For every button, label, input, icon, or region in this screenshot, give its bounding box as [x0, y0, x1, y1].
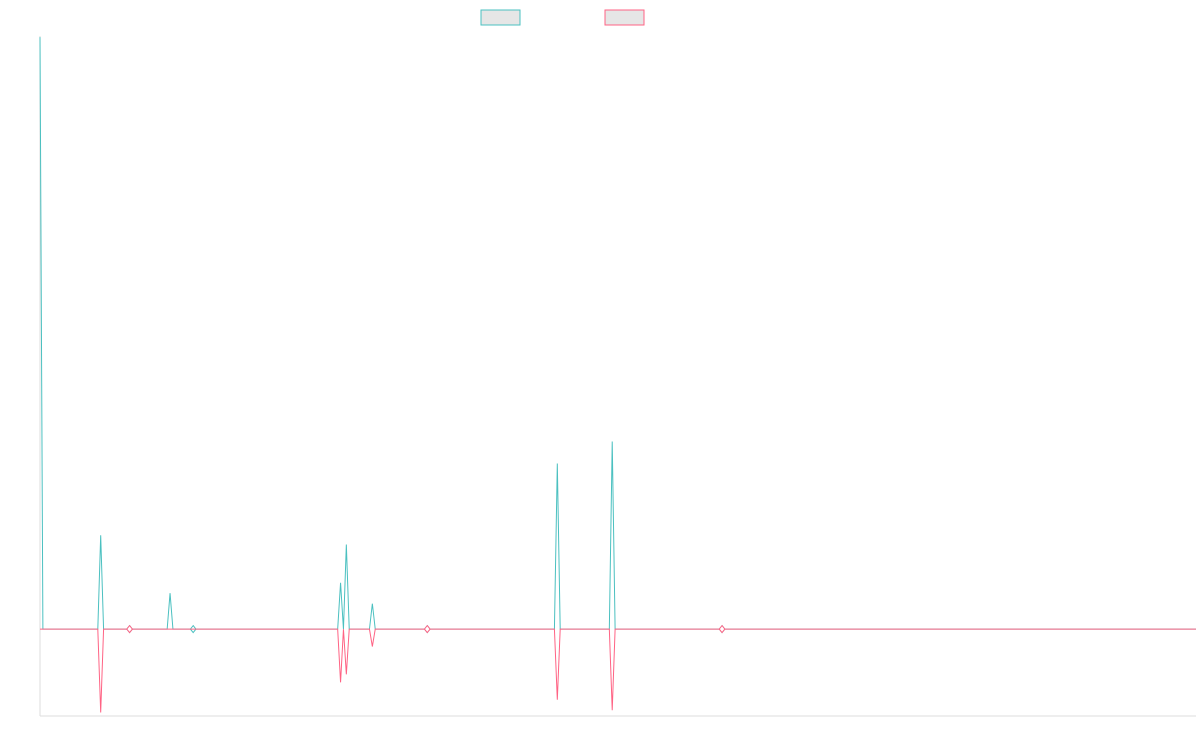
legend-swatch-2[interactable] — [604, 9, 645, 26]
series-line-2 — [40, 628, 1196, 713]
series-2-marker-3[interactable] — [718, 624, 726, 634]
series-line-1 — [39, 37, 1196, 630]
legend — [480, 9, 645, 26]
series-2-marker-1[interactable] — [126, 624, 134, 634]
axes — [39, 36, 1196, 717]
series-1 — [39, 37, 1196, 634]
series-2 — [40, 624, 1196, 713]
series-layer — [39, 37, 1196, 713]
legend-swatch-1[interactable] — [480, 9, 521, 26]
series-2-marker-2[interactable] — [423, 624, 431, 634]
